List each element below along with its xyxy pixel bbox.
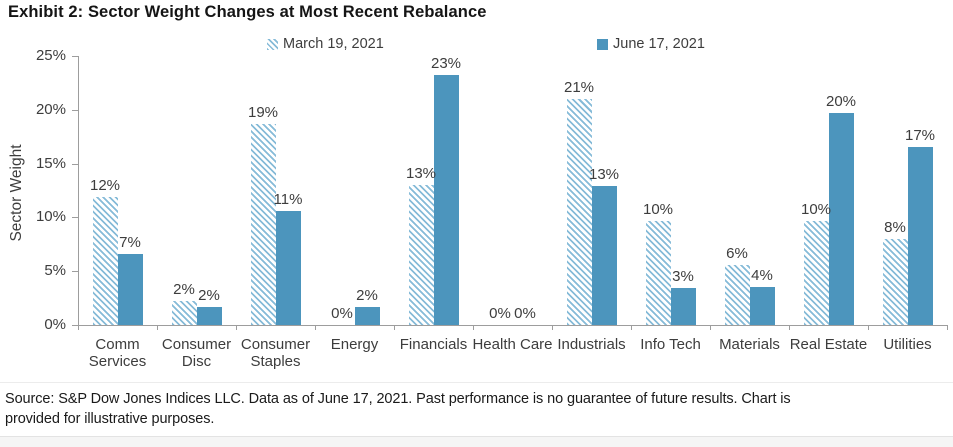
y-tick (72, 163, 78, 165)
x-category-label-consumer-staples: Consumer Staples (240, 336, 311, 370)
bar-june-utilities (907, 147, 933, 325)
value-label-june-energy: 2% (356, 286, 378, 304)
y-tick (72, 271, 78, 273)
value-label-march-energy: 0% (331, 305, 353, 322)
chart-title: Exhibit 2: Sector Weight Changes at Most… (8, 3, 487, 21)
value-label-june-info-tech: 3% (672, 268, 694, 286)
value-label-june-real-estate: 20% (825, 93, 857, 111)
x-category-label-real-estate: Real Estate (789, 336, 868, 353)
bar-march-comm-services (92, 196, 118, 325)
value-label-june-industrials: 13% (588, 166, 620, 184)
x-tick (236, 326, 237, 330)
bottom-band (0, 436, 953, 447)
bar-march-info-tech (645, 220, 671, 325)
value-label-march-info-tech: 10% (642, 200, 674, 218)
legend-label-june: June 17, 2021 (613, 36, 705, 52)
value-label-march-materials: 6% (726, 244, 748, 262)
source-note-line-2: provided for illustrative purposes. (5, 411, 215, 427)
x-tick (947, 326, 948, 330)
x-tick (394, 326, 395, 330)
y-tick (72, 109, 78, 111)
y-tick (72, 325, 78, 326)
x-tick (552, 326, 553, 330)
bar-june-consumer-disc (196, 306, 222, 325)
bar-march-consumer-disc (171, 301, 197, 325)
bar-march-real-estate (803, 220, 829, 325)
y-axis-title: Sector Weight (8, 144, 25, 242)
x-tick (631, 326, 632, 330)
x-category-label-consumer-disc: Consumer Disc (161, 336, 232, 370)
value-label-june-health-care: 0% (514, 305, 536, 322)
y-tick-label: 15% (35, 154, 66, 172)
x-tick (789, 326, 790, 330)
bar-march-consumer-staples (250, 123, 276, 325)
value-label-march-consumer-disc: 2% (173, 281, 195, 299)
x-tick (157, 326, 158, 330)
legend-item-june: June 17, 2021 (597, 36, 705, 52)
source-note-line-1: Source: S&P Dow Jones Indices LLC. Data … (5, 391, 791, 407)
value-label-june-consumer-disc: 2% (198, 286, 220, 304)
x-category-label-comm-services: Comm Services (88, 336, 147, 370)
x-category-label-financials: Financials (399, 336, 468, 353)
value-label-june-financials: 23% (430, 55, 462, 73)
x-category-label-industrials: Industrials (557, 336, 626, 353)
y-tick-label: 5% (44, 262, 66, 280)
source-note: Source: S&P Dow Jones Indices LLC. Data … (5, 389, 950, 429)
x-tick (78, 326, 79, 330)
value-label-june-comm-services: 7% (119, 233, 141, 251)
x-tick (710, 326, 711, 330)
x-category-label-utilities: Utilities (883, 336, 932, 353)
bar-june-consumer-staples (275, 210, 301, 325)
footer-divider (0, 382, 953, 383)
x-tick (868, 326, 869, 330)
y-tick-label: 10% (35, 208, 66, 226)
value-label-june-utilities: 17% (904, 127, 936, 145)
bar-march-financials (408, 185, 434, 325)
y-tick-label: 25% (35, 47, 66, 64)
bar-march-utilities (882, 238, 908, 325)
value-label-march-consumer-staples: 19% (247, 103, 279, 121)
x-tick (473, 326, 474, 330)
value-label-march-utilities: 8% (884, 218, 906, 236)
bar-march-materials (724, 264, 750, 325)
x-category-label-energy: Energy (330, 336, 379, 353)
bar-june-industrials (591, 186, 617, 325)
value-label-march-financials: 13% (405, 165, 437, 183)
legend-item-march: March 19, 2021 (267, 36, 384, 52)
solid-swatch-icon (597, 38, 608, 50)
value-label-march-health-care: 0% (489, 305, 511, 322)
x-tick (315, 326, 316, 330)
x-category-label-materials: Materials (719, 336, 780, 353)
y-axis-line (78, 56, 79, 325)
bar-june-materials (749, 287, 775, 325)
y-tick (72, 56, 78, 57)
y-tick-label: 0% (44, 316, 66, 333)
bar-june-real-estate (828, 113, 854, 325)
bar-june-comm-services (117, 253, 143, 325)
y-tick (72, 217, 78, 219)
bar-june-energy (354, 306, 380, 325)
x-axis-line (73, 325, 948, 326)
value-label-march-real-estate: 10% (800, 200, 832, 218)
value-label-march-industrials: 21% (563, 79, 595, 97)
bar-june-info-tech (670, 288, 696, 325)
legend-label-march: March 19, 2021 (283, 36, 384, 52)
bar-june-financials (433, 75, 459, 325)
value-label-june-consumer-staples: 11% (273, 190, 303, 208)
value-label-march-comm-services: 12% (89, 176, 121, 194)
x-category-label-health-care: Health Care (472, 336, 553, 353)
x-category-label-info-tech: Info Tech (640, 336, 701, 353)
y-tick-label: 20% (35, 100, 66, 118)
value-label-june-materials: 4% (751, 267, 773, 285)
bar-march-industrials (566, 99, 592, 325)
hatched-swatch-icon (267, 38, 278, 50)
